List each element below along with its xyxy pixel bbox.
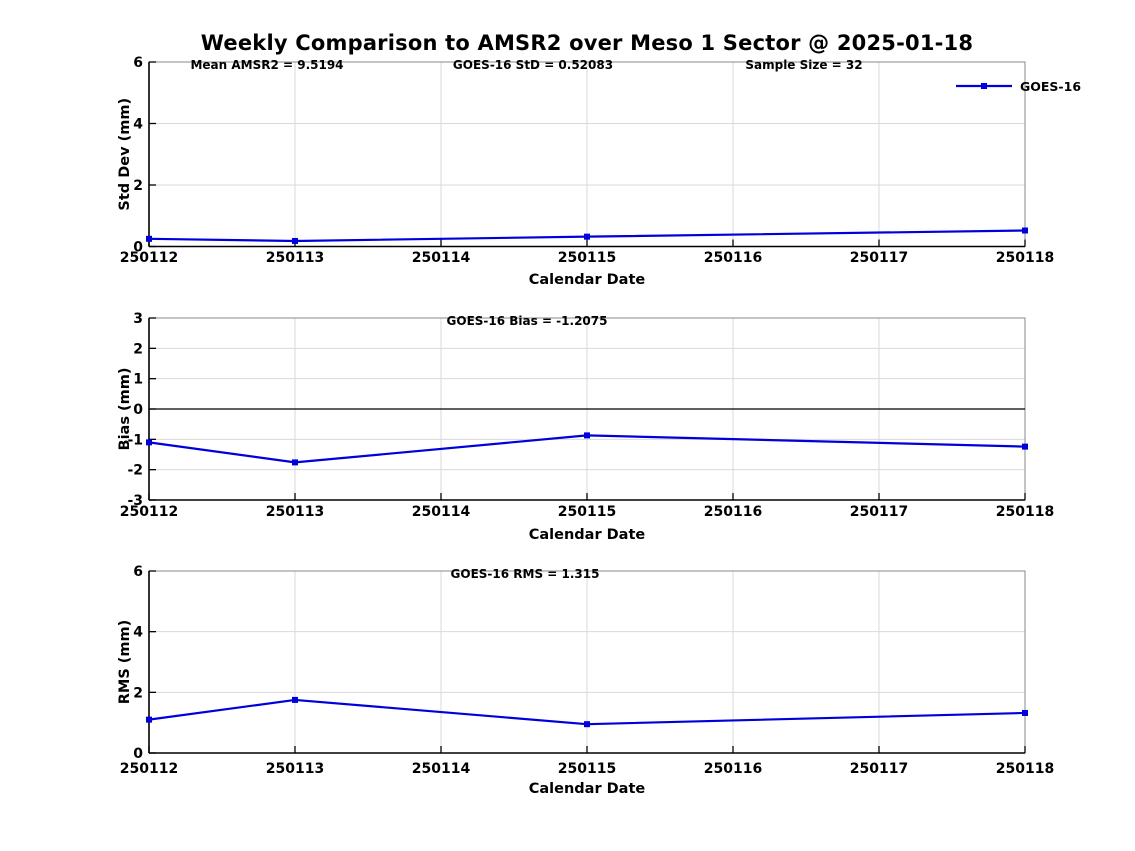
chart-header: GOES-16 Bias = -1.2075 (447, 314, 608, 328)
x-tick-label: 250118 (996, 250, 1054, 266)
x-tick-label: 250115 (558, 504, 616, 520)
y-tick-label: 6 (133, 564, 143, 580)
y-tick-label: 4 (133, 117, 143, 133)
data-point-marker (146, 716, 152, 723)
y-axis-label: RMS (mm) (117, 620, 133, 705)
x-tick-label: 250112 (120, 504, 178, 520)
x-tick-label: 250113 (266, 504, 324, 520)
x-tick-label: 250115 (558, 250, 616, 266)
legend-label: GOES-16 (1020, 79, 1081, 94)
legend-marker (981, 83, 987, 89)
x-tick-label: 250112 (120, 250, 178, 266)
x-axis-label: Calendar Date (529, 527, 646, 543)
bias-chart: 250112 250113 250114 250115 250116 250117 2501… (117, 311, 1054, 543)
figure-title: Weekly Comparison to AMSR2 over Meso 1 S… (200, 31, 974, 55)
data-point-marker (146, 439, 152, 446)
data-point-marker (146, 235, 152, 242)
std-dev-chart: 250112 250113 250114 250115 250116 250117 2501… (117, 55, 1081, 288)
y-tick-label: 1 (133, 372, 143, 388)
x-tick-label: 250118 (996, 504, 1054, 520)
y-tick-label: 6 (133, 55, 143, 71)
data-point-marker (584, 721, 590, 728)
x-tick-label: 250117 (850, 761, 908, 777)
x-tick-label: 250117 (850, 250, 908, 266)
data-point-marker (584, 233, 590, 240)
y-tick-label: 0 (133, 240, 143, 256)
y-tick-label: 2 (133, 178, 143, 194)
x-tick-label: 250113 (266, 250, 324, 266)
x-tick-label: 250114 (412, 504, 471, 520)
x-tick-label: 250117 (850, 504, 908, 520)
data-point-marker (292, 237, 298, 244)
x-tick-label: 250116 (704, 761, 762, 777)
data-point-marker (292, 459, 298, 466)
y-tick-label: 2 (133, 685, 143, 701)
x-tick-label: 250118 (996, 761, 1054, 777)
x-axis-label: Calendar Date (529, 272, 646, 288)
y-tick-label: -1 (127, 432, 143, 448)
y-axis-label: Bias (mm) (117, 368, 133, 451)
chart-header: Mean AMSR2 = 9.5194 (190, 58, 343, 72)
y-tick-label: 0 (133, 402, 143, 418)
y-tick-label: 4 (133, 625, 143, 641)
chart-header: GOES-16 StD = 0.52083 (453, 58, 613, 72)
x-tick-label: 250116 (704, 250, 762, 266)
data-line (148, 698, 1026, 726)
data-point-marker (1022, 709, 1028, 716)
y-tick-label: 3 (133, 311, 143, 327)
y-tick-label: 0 (133, 746, 143, 762)
data-line (148, 229, 1026, 243)
x-tick-label: 250112 (120, 761, 178, 777)
x-axis-label: Calendar Date (529, 781, 646, 797)
x-tick-label: 250116 (704, 504, 762, 520)
x-tick-label: 250114 (412, 250, 471, 266)
chart-header: Sample Size = 32 (745, 58, 862, 72)
y-tick-label: 2 (133, 341, 143, 357)
data-point-marker (1022, 443, 1028, 450)
x-tick-label: 250113 (266, 761, 324, 777)
x-tick-label: 250115 (558, 761, 616, 777)
chart-header: GOES-16 RMS = 1.315 (451, 567, 600, 581)
y-tick-label: -2 (127, 463, 143, 479)
data-point-marker (292, 696, 298, 703)
data-point-marker (1022, 227, 1028, 234)
y-tick-label: -3 (127, 493, 143, 509)
y-axis-label: Std Dev (mm) (117, 98, 133, 211)
x-tick-label: 250114 (412, 761, 471, 777)
data-point-marker (584, 432, 590, 439)
rms-chart: 250112 250113 250114 250115 250116 250117 2501… (117, 564, 1054, 797)
data-line (148, 434, 1026, 464)
